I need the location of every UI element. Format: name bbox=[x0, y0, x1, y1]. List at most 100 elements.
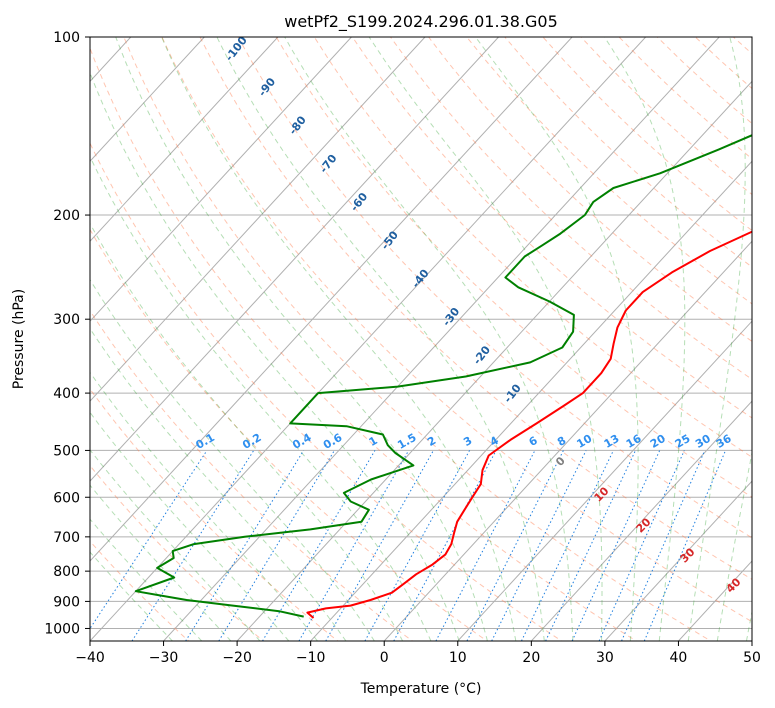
mixing-ratio-line bbox=[393, 450, 497, 641]
dry-adiabat-line bbox=[90, 540, 190, 641]
isotherm-line bbox=[383, 240, 752, 641]
moist-adiabat-line bbox=[603, 37, 686, 641]
moist-adiabat-line bbox=[90, 222, 404, 641]
moist-adiabat-line bbox=[90, 371, 318, 641]
dry-adiabat-line bbox=[466, 37, 752, 305]
mixing-ratio-line bbox=[298, 450, 410, 641]
temperature-profile-line bbox=[306, 230, 752, 619]
dry-adiabat-line bbox=[90, 46, 638, 641]
dry-adiabat-line bbox=[90, 228, 488, 641]
x-axis-label: Temperature (°C) bbox=[360, 681, 482, 697]
y-axis-label: Pressure (hPa) bbox=[11, 289, 27, 389]
y-tick-label: 1000 bbox=[44, 621, 80, 637]
mixing-ratio-line bbox=[571, 450, 661, 641]
plot-area: -100-90-80-70-60-50-40-30-20-10010203040… bbox=[0, 34, 752, 641]
x-tick-label: 20 bbox=[522, 650, 540, 666]
dry-adiabat-line bbox=[656, 37, 752, 125]
moist-adiabat-line bbox=[284, 37, 574, 641]
axes: −40 −30 −20 −10 0 10 20 30 40 5010020030040050060… bbox=[44, 30, 761, 666]
dry-adiabat-line bbox=[732, 37, 752, 55]
dry-adiabat-line bbox=[161, 37, 752, 623]
mixing-ratio-label: 36 bbox=[714, 432, 734, 451]
mixing-ratio-line bbox=[262, 450, 376, 641]
moist-adiabat-label: 30 bbox=[678, 545, 698, 565]
isotherm-line bbox=[310, 160, 752, 641]
mixing-ratio-label: 1.5 bbox=[395, 431, 418, 452]
mixing-ratio-line bbox=[185, 450, 305, 641]
isotherm-line bbox=[90, 37, 426, 402]
x-tick-label: 30 bbox=[596, 650, 614, 666]
dry-adiabat-line bbox=[237, 37, 752, 539]
mixing-ratio-line bbox=[364, 450, 471, 641]
x-tick-label: 0 bbox=[380, 650, 389, 666]
isotherm-line bbox=[0, 37, 57, 641]
dry-adiabat-label: -50 bbox=[379, 228, 402, 252]
moist-adiabat-line bbox=[475, 37, 639, 641]
mixing-ratio-line bbox=[621, 450, 706, 641]
dry-adiabat-line bbox=[123, 37, 712, 641]
y-tick-label: 500 bbox=[53, 443, 80, 459]
y-tick-label: 400 bbox=[53, 386, 80, 402]
moist-adiabat-line bbox=[90, 551, 173, 641]
isotherm-line bbox=[90, 37, 205, 163]
y-tick-label: 900 bbox=[53, 594, 80, 610]
dry-adiabat-label: -70 bbox=[317, 152, 340, 176]
x-tick-label: 50 bbox=[743, 650, 761, 666]
dry-adiabat-label: -80 bbox=[286, 113, 309, 137]
y-tick-label: 300 bbox=[53, 312, 80, 328]
dry-adiabat-line bbox=[199, 37, 752, 580]
dry-adiabat-label: -100 bbox=[223, 34, 250, 64]
dewpoint-profile-line bbox=[134, 134, 752, 618]
dry-adiabat-label: -60 bbox=[348, 190, 371, 214]
isotherm-line bbox=[90, 37, 499, 482]
moist-adiabat-line bbox=[90, 518, 203, 641]
x-tick-label: 40 bbox=[670, 650, 688, 666]
mixing-ratio-line bbox=[521, 450, 614, 641]
isotherm-line bbox=[90, 37, 279, 242]
moist-adiabat-line bbox=[687, 37, 746, 641]
dry-adiabat-label: -30 bbox=[440, 305, 463, 329]
isotherm-line bbox=[604, 480, 752, 641]
mixing-ratio-line bbox=[545, 450, 636, 641]
moist-adiabat-line bbox=[90, 449, 261, 641]
moist-adiabat-label: 0 bbox=[553, 454, 568, 469]
dry-adiabat-line bbox=[313, 37, 752, 458]
mixing-ratio-label: 0.4 bbox=[290, 431, 314, 452]
mixing-ratio-line bbox=[325, 450, 434, 641]
isotherm-line bbox=[457, 320, 752, 641]
dry-adiabat-label: -10 bbox=[501, 381, 524, 405]
dry-adiabat-line bbox=[90, 464, 264, 641]
dry-adiabat-label: -20 bbox=[471, 343, 494, 367]
y-tick-label: 700 bbox=[53, 530, 80, 546]
mixing-ratio-label: 16 bbox=[624, 432, 644, 451]
mixing-ratio-label: 6 bbox=[527, 434, 540, 449]
y-tick-label: 100 bbox=[53, 30, 80, 46]
mixing-ratio-label: 2 bbox=[425, 434, 438, 449]
isotherm-line bbox=[163, 37, 720, 641]
isotherm-line bbox=[90, 37, 352, 322]
mixing-ratio-line bbox=[131, 450, 255, 641]
mixing-ratio-line bbox=[491, 450, 587, 641]
mixing-ratio-label: 10 bbox=[574, 432, 594, 451]
moist-adiabat-label: 40 bbox=[724, 575, 744, 595]
x-tick-label: −40 bbox=[75, 650, 105, 666]
y-tick-label: 600 bbox=[53, 490, 80, 506]
isotherm-line bbox=[751, 640, 752, 641]
dry-adiabat-label: -90 bbox=[256, 75, 279, 99]
mixing-ratio-line bbox=[598, 450, 685, 641]
mixing-ratio-line bbox=[643, 450, 727, 641]
moist-adiabat-line bbox=[90, 278, 375, 641]
y-tick-label: 200 bbox=[53, 208, 80, 224]
moist-adiabat-line bbox=[716, 450, 752, 641]
dry-adiabat-line bbox=[275, 37, 752, 498]
dry-adiabat-line bbox=[351, 37, 752, 419]
y-tick-label: 800 bbox=[53, 564, 80, 580]
moist-adiabat-line bbox=[90, 411, 290, 641]
dry-adiabat-line bbox=[427, 37, 752, 342]
moist-adiabat-line bbox=[368, 37, 603, 641]
isotherm-line bbox=[90, 37, 573, 562]
x-tick-label: −20 bbox=[222, 650, 252, 666]
mixing-ratio-label: 1 bbox=[367, 434, 380, 449]
moist-adiabat-line bbox=[90, 71, 460, 641]
